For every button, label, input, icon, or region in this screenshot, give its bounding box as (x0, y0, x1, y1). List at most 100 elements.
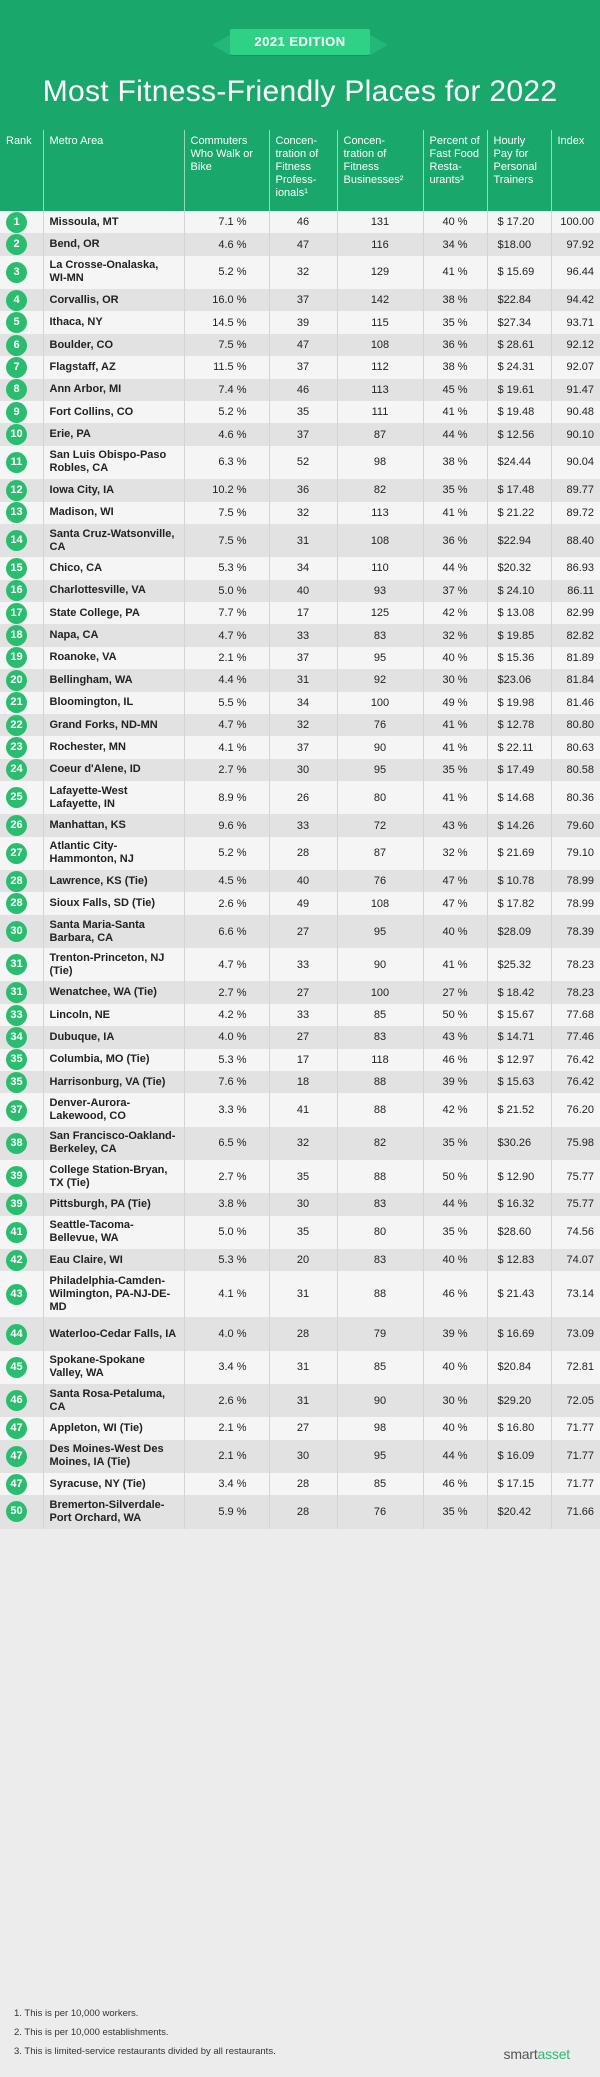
rank-cell: 28 (0, 870, 43, 892)
rank-cell: 24 (0, 759, 43, 781)
table-row: 5 Ithaca, NY 14.5 % 39 115 35 % $27.34 93.71 (0, 311, 600, 334)
table-row: 6 Boulder, CO 7.5 % 47 108 36 % $ 28.61 92.12 (0, 333, 600, 357)
table-row: 31 Wenatchee, WA (Tie) 2.7 % 27 100 27 % $ 18.… (0, 981, 600, 1004)
hourly-pay-value: $ 14.26 (486, 814, 551, 837)
table-row: 43 Philadelphia-Camden-Wilmington, PA-NJ-… (0, 1271, 600, 1318)
hourly-pay-value: $ 14.71 (486, 1026, 551, 1049)
fitness-pros-value: 32 (268, 501, 337, 524)
metro-name: Syracuse, NY (Tie) (42, 1472, 184, 1496)
rank-badge: 1 (6, 211, 27, 233)
fast-food-value: 35 % (422, 758, 487, 782)
rank-badge: 35 (6, 1049, 27, 1071)
fast-food-value: 38 % (422, 289, 487, 312)
index-value: 81.46 (550, 691, 600, 714)
walk-bike-value: 3.4 % (183, 1350, 269, 1384)
walk-bike-value: 6.6 % (183, 914, 269, 949)
rank-badge: 11 (6, 451, 27, 473)
fast-food-value: 39 % (422, 1071, 487, 1094)
walk-bike-value: 3.3 % (183, 1093, 269, 1127)
fitness-businesses-value: 142 (336, 289, 423, 312)
metro-name: Seattle-Tacoma-Bellevue, WA (42, 1215, 184, 1249)
walk-bike-value: 4.1 % (183, 1271, 269, 1318)
walk-bike-value: 3.4 % (183, 1472, 269, 1496)
walk-bike-value: 2.6 % (183, 892, 269, 915)
index-value: 90.10 (550, 423, 600, 446)
hourly-pay-value: $ 16.32 (486, 1193, 551, 1216)
rank-cell: 18 (0, 624, 43, 647)
rank-cell: 33 (0, 1004, 43, 1026)
metro-name: Sioux Falls, SD (Tie) (42, 892, 184, 915)
rank-badge: 42 (6, 1249, 27, 1271)
table-row: 11 San Luis Obispo-Paso Robles, CA 6.3 % 52… (0, 445, 600, 480)
rank-cell: 47 (0, 1440, 43, 1473)
fitness-businesses-value: 95 (336, 914, 423, 949)
fast-food-value: 45 % (422, 378, 487, 402)
walk-bike-value: 4.6 % (183, 423, 269, 446)
fitness-pros-value: 26 (268, 781, 337, 815)
index-value: 80.58 (550, 758, 600, 782)
rank-badge: 5 (6, 312, 27, 334)
footnote-3: 3. This is limited-service restaurants d… (14, 2046, 276, 2057)
fitness-pros-value: 41 (268, 1093, 337, 1127)
walk-bike-value: 8.9 % (183, 781, 269, 815)
rank-badge: 34 (6, 1026, 27, 1048)
fitness-businesses-value: 98 (336, 1417, 423, 1440)
metro-name: San Luis Obispo-Paso Robles, CA (42, 445, 184, 480)
table-row: 17 State College, PA 7.7 % 17 125 42 % $ 13.08… (0, 601, 600, 625)
rank-cell: 17 (0, 602, 43, 624)
index-value: 80.80 (550, 713, 600, 737)
metro-name: Erie, PA (42, 423, 184, 446)
footnotes: 1. This is per 10,000 workers. 2. This i… (14, 2004, 276, 2061)
walk-bike-value: 7.6 % (183, 1071, 269, 1094)
hourly-pay-value: $ 10.78 (486, 870, 551, 893)
ribbon-left-tail (212, 35, 230, 55)
fast-food-value: 40 % (422, 1350, 487, 1384)
fitness-businesses-value: 88 (336, 1271, 423, 1318)
index-value: 72.81 (550, 1350, 600, 1384)
fitness-businesses-value: 95 (336, 646, 423, 670)
fast-food-value: 44 % (422, 1439, 487, 1473)
fitness-pros-value: 28 (268, 836, 337, 871)
fitness-pros-value: 17 (268, 601, 337, 625)
walk-bike-value: 7.5 % (183, 501, 269, 524)
table-row: 30 Santa Maria-Santa Barbara, CA 6.6 % 27 95… (0, 914, 600, 949)
index-value: 92.07 (550, 356, 600, 379)
rank-cell: 1 (0, 211, 43, 233)
index-value: 93.71 (550, 311, 600, 334)
metro-name: Santa Cruz-Watsonville, CA (42, 523, 184, 558)
rank-cell: 30 (0, 915, 43, 948)
fast-food-value: 42 % (422, 1093, 487, 1127)
rank-badge: 25 (6, 787, 27, 809)
fitness-businesses-value: 88 (336, 1071, 423, 1094)
table-row: 45 Spokane-Spokane Valley, WA 3.4 % 31 85 40 … (0, 1350, 600, 1384)
rank-badge: 2 (6, 234, 27, 256)
fitness-pros-value: 27 (268, 981, 337, 1004)
hourly-pay-value: $18.00 (486, 233, 551, 256)
metro-name: Ithaca, NY (42, 311, 184, 334)
index-value: 80.36 (550, 781, 600, 815)
table-row: 15 Chico, CA 5.3 % 34 110 44 % $20.32 86.93 (0, 557, 600, 580)
rank-cell: 42 (0, 1249, 43, 1271)
fitness-businesses-value: 72 (336, 814, 423, 837)
rank-cell: 11 (0, 446, 43, 479)
metro-name: Roanoke, VA (42, 646, 184, 670)
index-value: 79.10 (550, 836, 600, 871)
fitness-pros-value: 34 (268, 691, 337, 714)
rank-cell: 41 (0, 1216, 43, 1249)
rank-badge: 26 (6, 815, 27, 837)
fitness-pros-value: 28 (268, 1317, 337, 1351)
rank-cell: 37 (0, 1093, 43, 1126)
metro-name: Boulder, CO (42, 333, 184, 357)
metro-name: Lawrence, KS (Tie) (42, 870, 184, 893)
rank-cell: 23 (0, 736, 43, 758)
walk-bike-value: 16.0 % (183, 289, 269, 312)
metro-name: Denver-Aurora-Lakewood, CO (42, 1093, 184, 1127)
fitness-businesses-value: 76 (336, 1495, 423, 1529)
fast-food-value: 46 % (422, 1472, 487, 1496)
fitness-pros-value: 18 (268, 1071, 337, 1094)
fitness-pros-value: 33 (268, 1003, 337, 1027)
fast-food-value: 34 % (422, 233, 487, 256)
fitness-pros-value: 31 (268, 1271, 337, 1318)
fast-food-value: 35 % (422, 311, 487, 334)
